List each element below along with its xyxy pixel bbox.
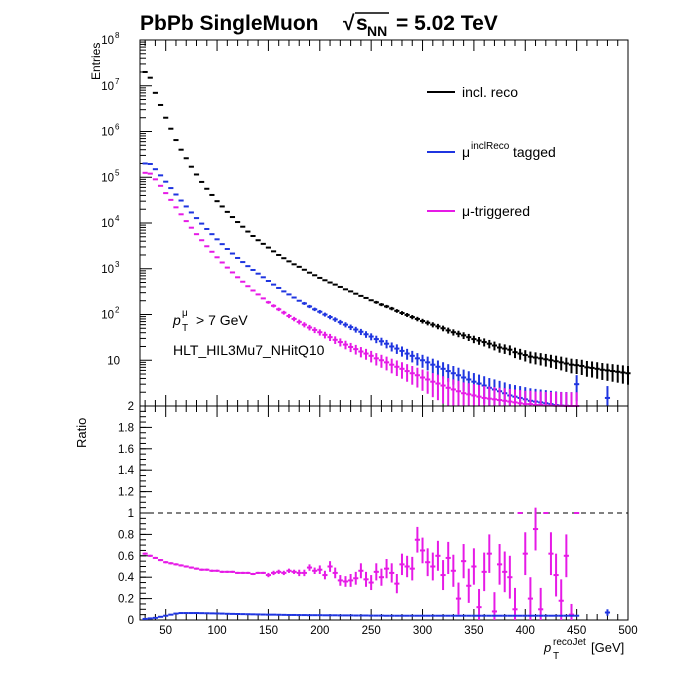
title-energy: = 5.02 TeV <box>396 12 498 35</box>
top-y-tick-exp: 8 <box>115 31 120 40</box>
bottom-y-tick-label: 0.8 <box>118 529 134 541</box>
legend-label-incl: incl. reco <box>462 84 518 100</box>
top-y-tick-exp: 2 <box>115 306 120 315</box>
legend-label-tagged-rest: tagged <box>513 144 556 160</box>
top-y-tick-base: 10 <box>101 310 114 322</box>
annotation-pt-cut: p μ T > 7 GeV <box>172 308 248 334</box>
title-nn-subscript: NN <box>367 23 387 39</box>
bottom-x-tick-label: 100 <box>207 625 226 637</box>
legend: incl. reco μ inclReco tagged μ-triggered <box>427 84 556 219</box>
bottom-y-tick-label: 1.6 <box>118 444 134 456</box>
x-axis-title: p recoJet T [GeV] <box>543 637 624 662</box>
bottom-x-tick-label: 350 <box>464 625 483 637</box>
bottom-y-tick-label: 1.8 <box>118 422 134 434</box>
bottom-x-tick-label: 150 <box>259 625 278 637</box>
bottom-x-tick-label: 500 <box>618 625 637 637</box>
bottom-y-tick-label: 2 <box>128 401 134 413</box>
legend-label-triggered: μ-triggered <box>462 203 530 219</box>
bottom-y-tick-label: 1 <box>128 508 134 520</box>
bottom-x-tick-label: 250 <box>362 625 381 637</box>
legend-label-tagged-mu: μ <box>462 144 470 160</box>
x-title-sub: T <box>553 651 559 662</box>
bottom-y-tick-label: 1.2 <box>118 487 134 499</box>
bottom-x-tick-label: 450 <box>567 625 586 637</box>
title-prefix: PbPb SingleMuon <box>140 12 319 35</box>
top-y-axis-label: Entries <box>89 43 103 80</box>
top-y-tick-label: 10 4 <box>101 214 120 230</box>
top-y-tick-label: 10 8 <box>101 31 120 47</box>
bottom-y-tick-label: 1.4 <box>118 465 135 477</box>
ratio-series-1 <box>142 609 611 620</box>
top-y-tick-label: 10 3 <box>101 260 120 276</box>
top-y-tick-base: 10 <box>101 218 114 230</box>
bottom-x-tick-label: 400 <box>516 625 535 637</box>
bottom-plot-area <box>142 507 611 620</box>
top-y-tick-exp: 3 <box>115 260 120 269</box>
ratio-series-0 <box>142 507 580 620</box>
top-y-tick-label: 10 2 <box>101 306 120 322</box>
series-1 <box>142 162 611 407</box>
annot-pt-p: p <box>172 312 181 328</box>
top-plot-area <box>142 70 631 407</box>
annot-pt-rest: > 7 GeV <box>196 312 248 328</box>
annot-pt-sup: μ <box>182 308 188 319</box>
top-y-tick-label: 10 <box>107 355 120 367</box>
top-y-tick-exp: 5 <box>115 168 120 177</box>
bottom-y-axis: 2 1.8 1.6 1.4 1.2 1 0.8 0.6 0.4 0.2 0 <box>118 401 152 627</box>
x-title-sup: recoJet <box>553 637 586 648</box>
top-y-tick-base: 10 <box>107 355 120 367</box>
x-title-unit: [GeV] <box>591 640 624 655</box>
bottom-y-tick-label: 0 <box>128 615 134 627</box>
bottom-x-tick-label: 300 <box>413 625 432 637</box>
top-y-tick-exp: 6 <box>115 123 120 132</box>
bottom-x-tick-label: 200 <box>310 625 329 637</box>
title-s: s <box>356 12 368 35</box>
bottom-y-tick-label: 0.4 <box>118 572 135 584</box>
top-y-tick-label: 10 5 <box>101 168 120 184</box>
chart-title: PbPb SingleMuon √ s NN = 5.02 TeV <box>140 12 498 39</box>
top-y-tick-label: 10 6 <box>101 123 120 139</box>
annotation-trigger: HLT_HIL3Mu7_NHitQ10 <box>173 342 325 358</box>
bottom-y-axis-label: Ratio <box>74 418 89 448</box>
top-y-tick-base: 10 <box>101 127 114 139</box>
bottom-x-axis: 50 100 150 200 250 300 350 400 450 500 <box>144 406 638 637</box>
top-y-tick-label: 10 7 <box>101 77 120 93</box>
series-0 <box>142 70 631 385</box>
top-y-tick-base: 10 <box>101 81 114 93</box>
top-y-tick-exp: 4 <box>115 214 120 223</box>
x-title-p: p <box>543 640 551 655</box>
legend-label-tagged-sup: inclReco <box>471 141 510 152</box>
title-sqrt-symbol: √ <box>343 12 355 35</box>
top-y-tick-base: 10 <box>101 172 114 184</box>
top-y-tick-base: 10 <box>101 264 114 276</box>
bottom-x-tick-label: 50 <box>159 625 172 637</box>
bottom-y-tick-label: 0.6 <box>118 551 134 563</box>
bottom-y-tick-label: 0.2 <box>118 594 134 606</box>
annot-pt-sub: T <box>182 323 188 334</box>
top-y-tick-exp: 7 <box>115 77 120 86</box>
top-y-tick-base: 10 <box>101 35 114 47</box>
